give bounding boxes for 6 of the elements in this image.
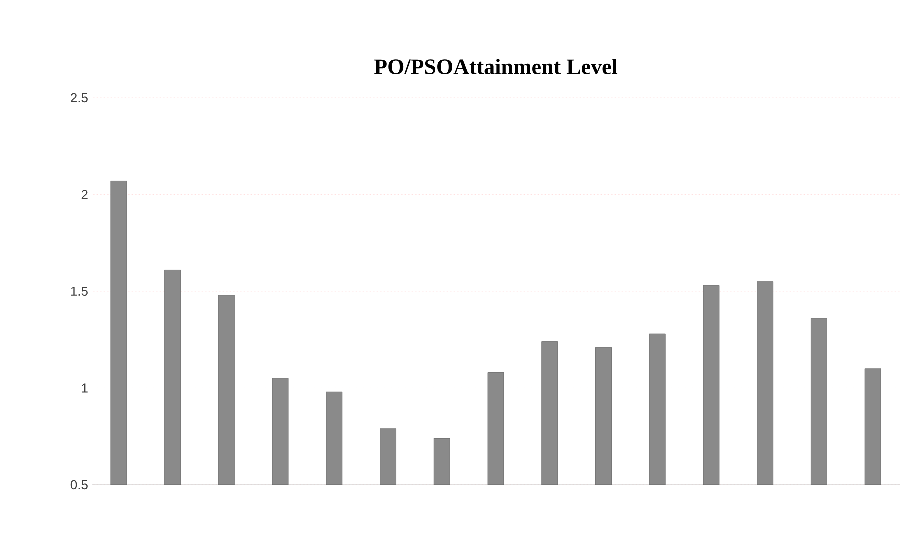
chart-title: PO/PSOAttainment Level <box>374 58 618 74</box>
y-tick-label: 0.5 <box>70 480 88 490</box>
y-tick-label: 2.5 <box>71 93 88 103</box>
y-tick-label: 1 <box>82 384 88 393</box>
y-tick-label: 1.5 <box>71 286 88 296</box>
y-tick-label: 2 <box>82 190 88 200</box>
